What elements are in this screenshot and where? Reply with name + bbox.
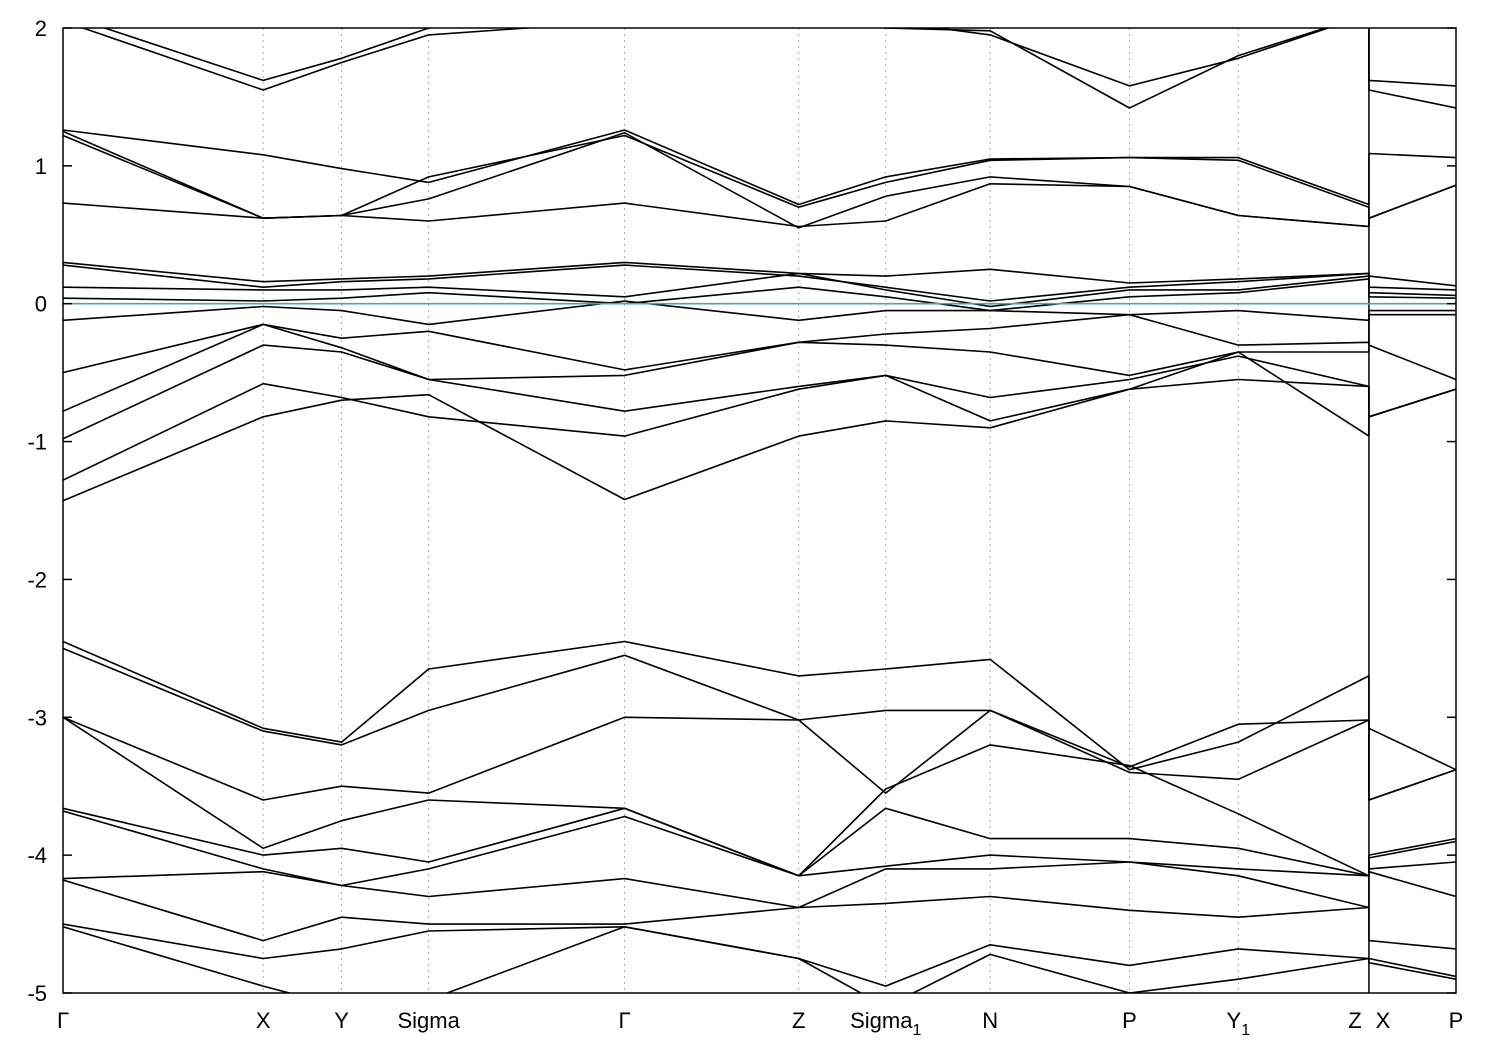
y-tick-label: 2 bbox=[35, 16, 47, 41]
band-line-9 bbox=[63, 272, 1456, 308]
y-tick-label: -4 bbox=[27, 843, 47, 868]
y-axis-ticks: -5 -4 -3 -2 -1 0 1 2 bbox=[27, 16, 1456, 1006]
plot-frame bbox=[62, 27, 1457, 994]
kpoint-label: Sigma bbox=[397, 1008, 460, 1033]
kpoint-label: Y bbox=[334, 1008, 349, 1033]
band-line-25 bbox=[63, 923, 1456, 987]
band-line-17 bbox=[63, 640, 1456, 771]
kpoint-label: P bbox=[1122, 1008, 1137, 1033]
kpoint-label: N bbox=[982, 1008, 998, 1033]
band-line-13 bbox=[63, 313, 1456, 412]
band-line-10 bbox=[63, 278, 1456, 312]
kpoint-label: P bbox=[1449, 1008, 1464, 1033]
y-tick-label: 1 bbox=[35, 154, 47, 179]
band-line-15 bbox=[63, 351, 1456, 481]
kpoint-label: Sigma1 bbox=[850, 1008, 921, 1039]
y-tick-label: -1 bbox=[27, 430, 47, 455]
kpoint-label: Γ bbox=[57, 1008, 69, 1033]
band-line-24 bbox=[63, 879, 1456, 950]
band-line-6 bbox=[63, 183, 1456, 228]
y-tick-label: -5 bbox=[27, 981, 47, 1006]
band-line-19 bbox=[63, 709, 1456, 801]
y-tick-label: -2 bbox=[27, 567, 47, 592]
band-line-26 bbox=[63, 925, 1456, 993]
band-line-3 bbox=[63, 129, 1456, 206]
band-lines bbox=[63, 28, 1456, 993]
kpoint-label: Z bbox=[1348, 1008, 1361, 1033]
kpoint-label: X bbox=[256, 1008, 271, 1033]
band-line-2 bbox=[102, 28, 1456, 109]
y-tick-label: 0 bbox=[35, 292, 47, 317]
band-line-8 bbox=[63, 264, 1456, 302]
band-line-16 bbox=[63, 378, 1456, 502]
y-tick-label: -3 bbox=[27, 705, 47, 730]
kpoint-label: Y1 bbox=[1227, 1008, 1251, 1039]
vertical-grid-lines bbox=[262, 28, 1370, 993]
kpoint-label: X bbox=[1376, 1008, 1391, 1033]
kpoint-label: Γ bbox=[618, 1008, 630, 1033]
kpoint-label: Z bbox=[792, 1008, 805, 1033]
x-axis-high-symmetry-labels: Γ X Y Sigma Γ Z Sigma1 N P Y1 Z X P bbox=[57, 1008, 1463, 1039]
band-line-1 bbox=[80, 28, 1456, 109]
